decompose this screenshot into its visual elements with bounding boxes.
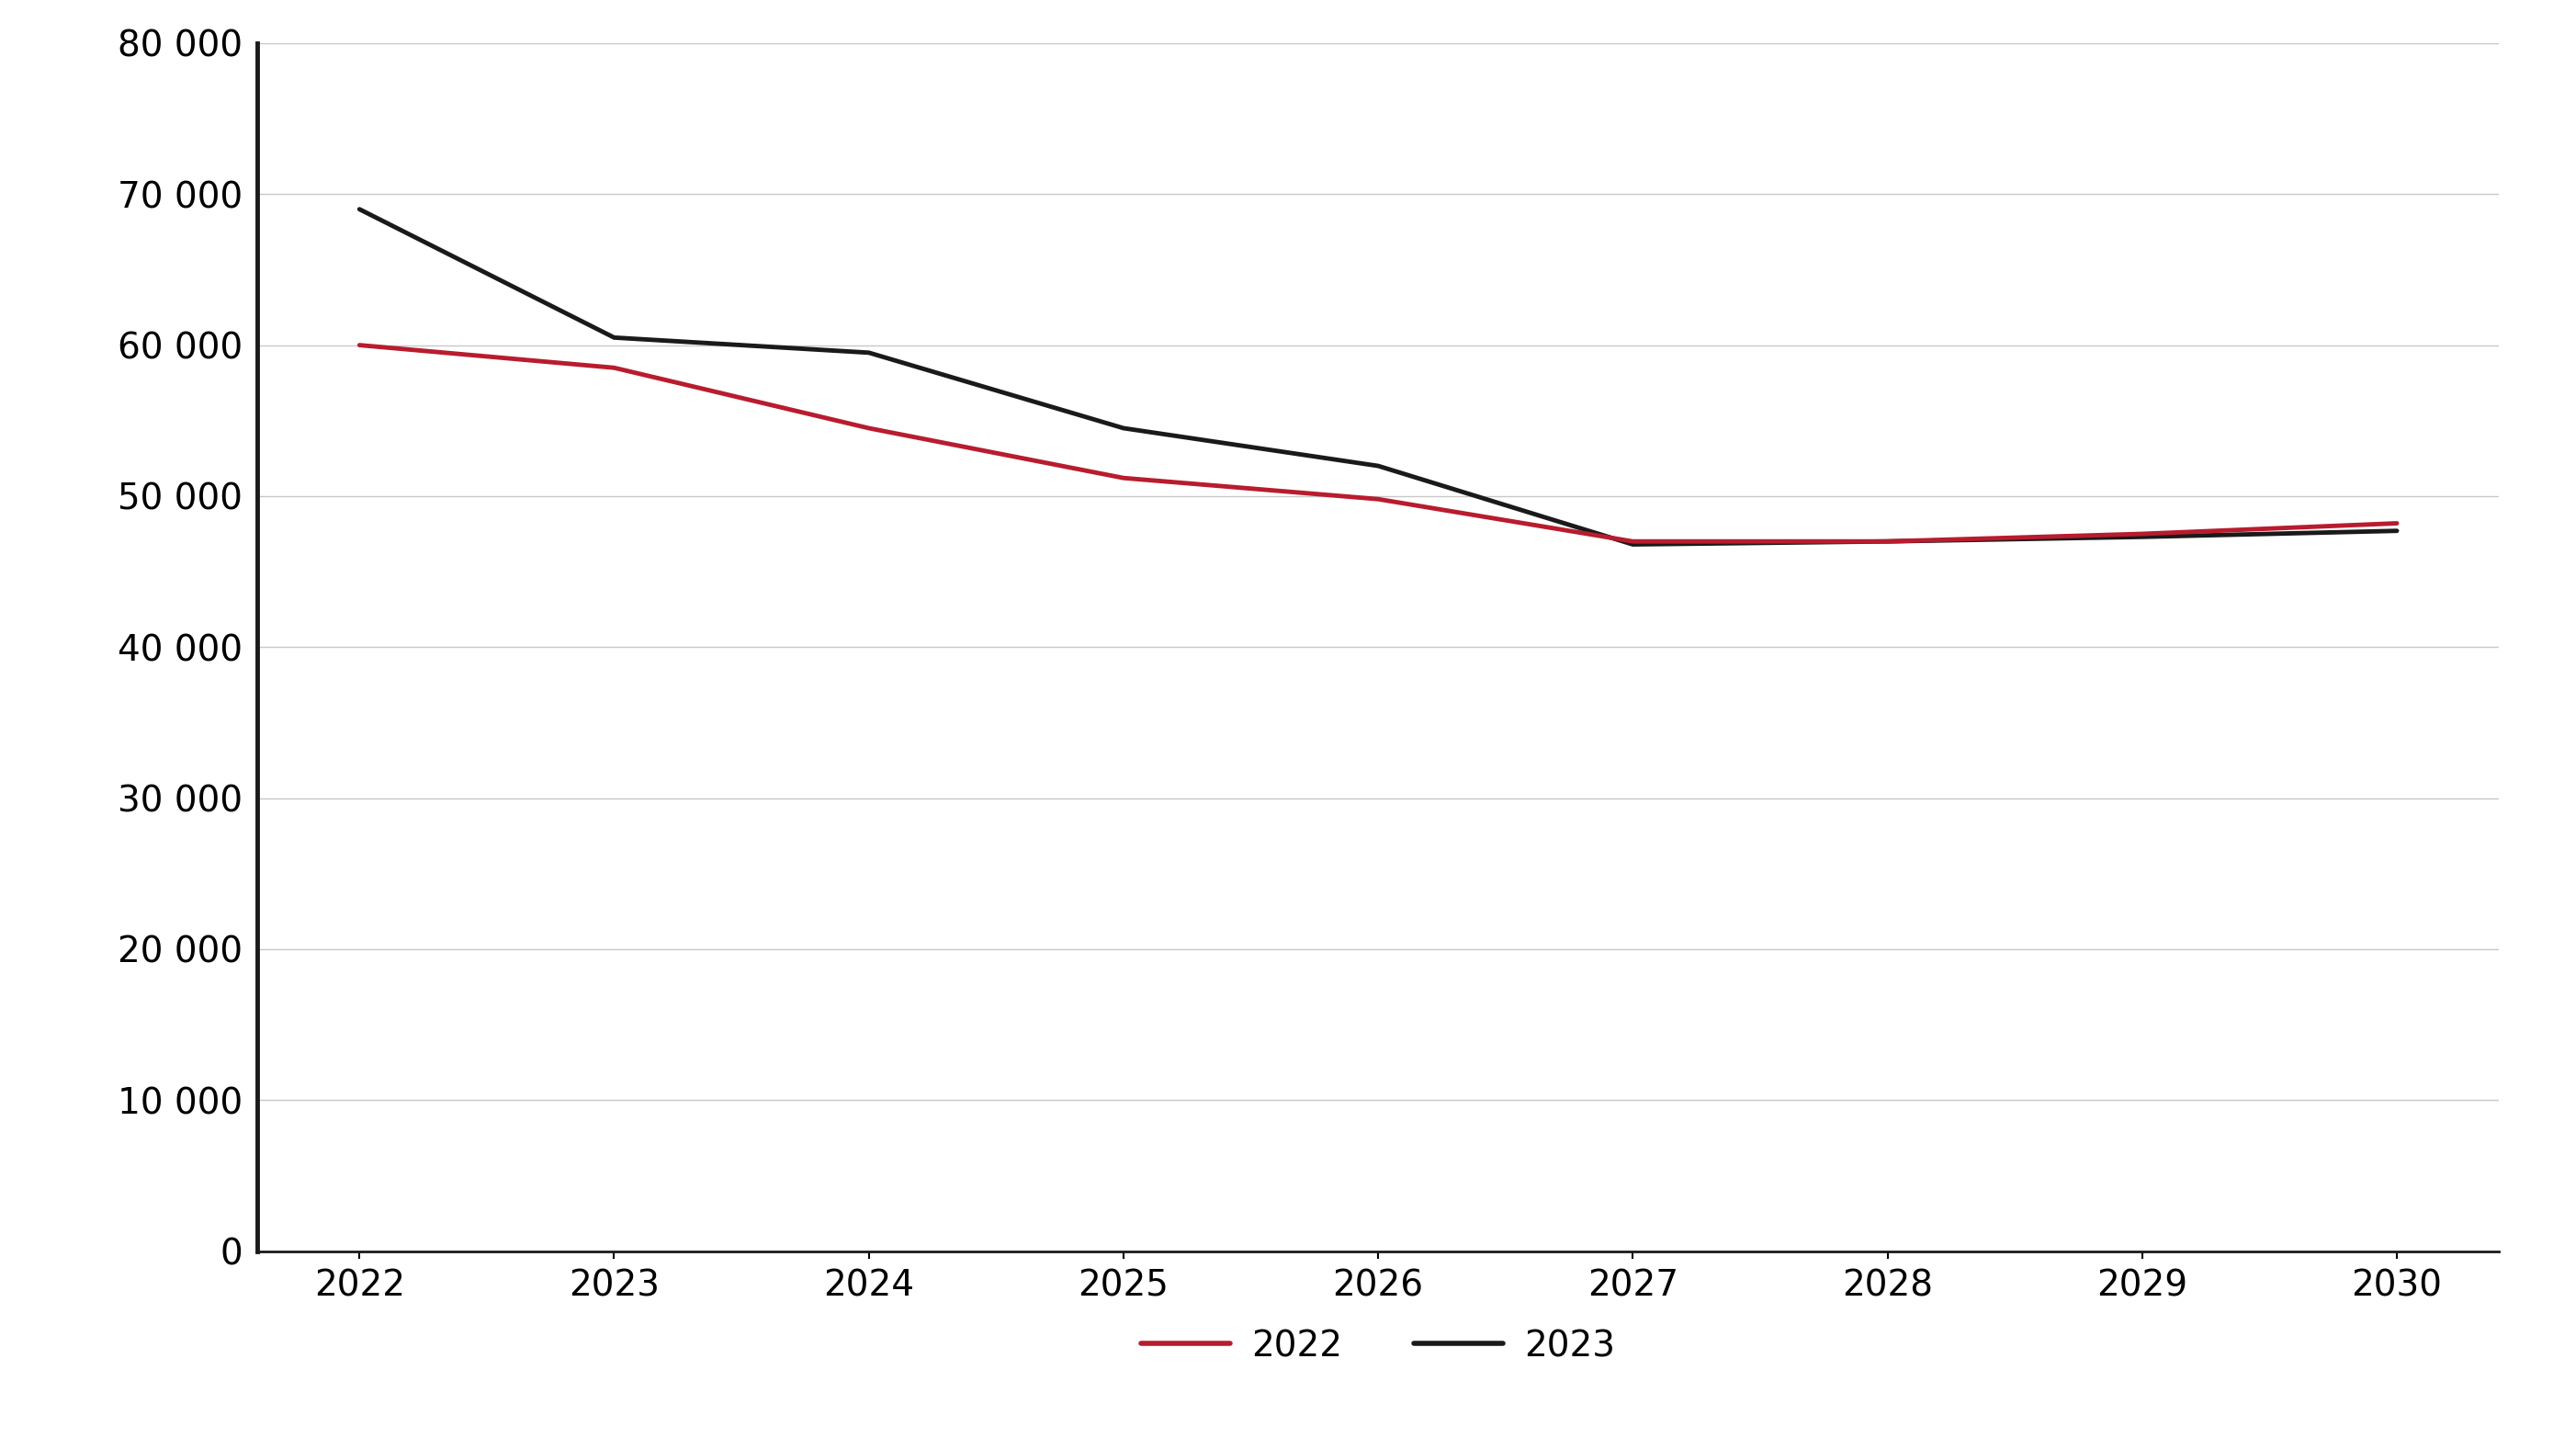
2023	[2128, 528, 2159, 545]
2023	[2380, 522, 2411, 539]
2023	[345, 200, 376, 217]
2022	[853, 420, 884, 437]
2023	[1363, 457, 1394, 475]
Line: 2022: 2022	[361, 345, 2396, 541]
Line: 2023: 2023	[361, 209, 2396, 545]
2022	[2380, 515, 2411, 532]
2022	[345, 336, 376, 354]
2022	[2128, 525, 2159, 542]
2022	[1108, 469, 1139, 486]
2023	[853, 344, 884, 361]
2022	[1873, 532, 1904, 549]
Legend: 2022, 2023: 2022, 2023	[1126, 1314, 1631, 1378]
2022	[1618, 532, 1649, 549]
2023	[1108, 420, 1139, 437]
2022	[1363, 490, 1394, 508]
2023	[1618, 536, 1649, 554]
2023	[598, 329, 629, 347]
2023	[1873, 532, 1904, 549]
2022	[598, 360, 629, 377]
